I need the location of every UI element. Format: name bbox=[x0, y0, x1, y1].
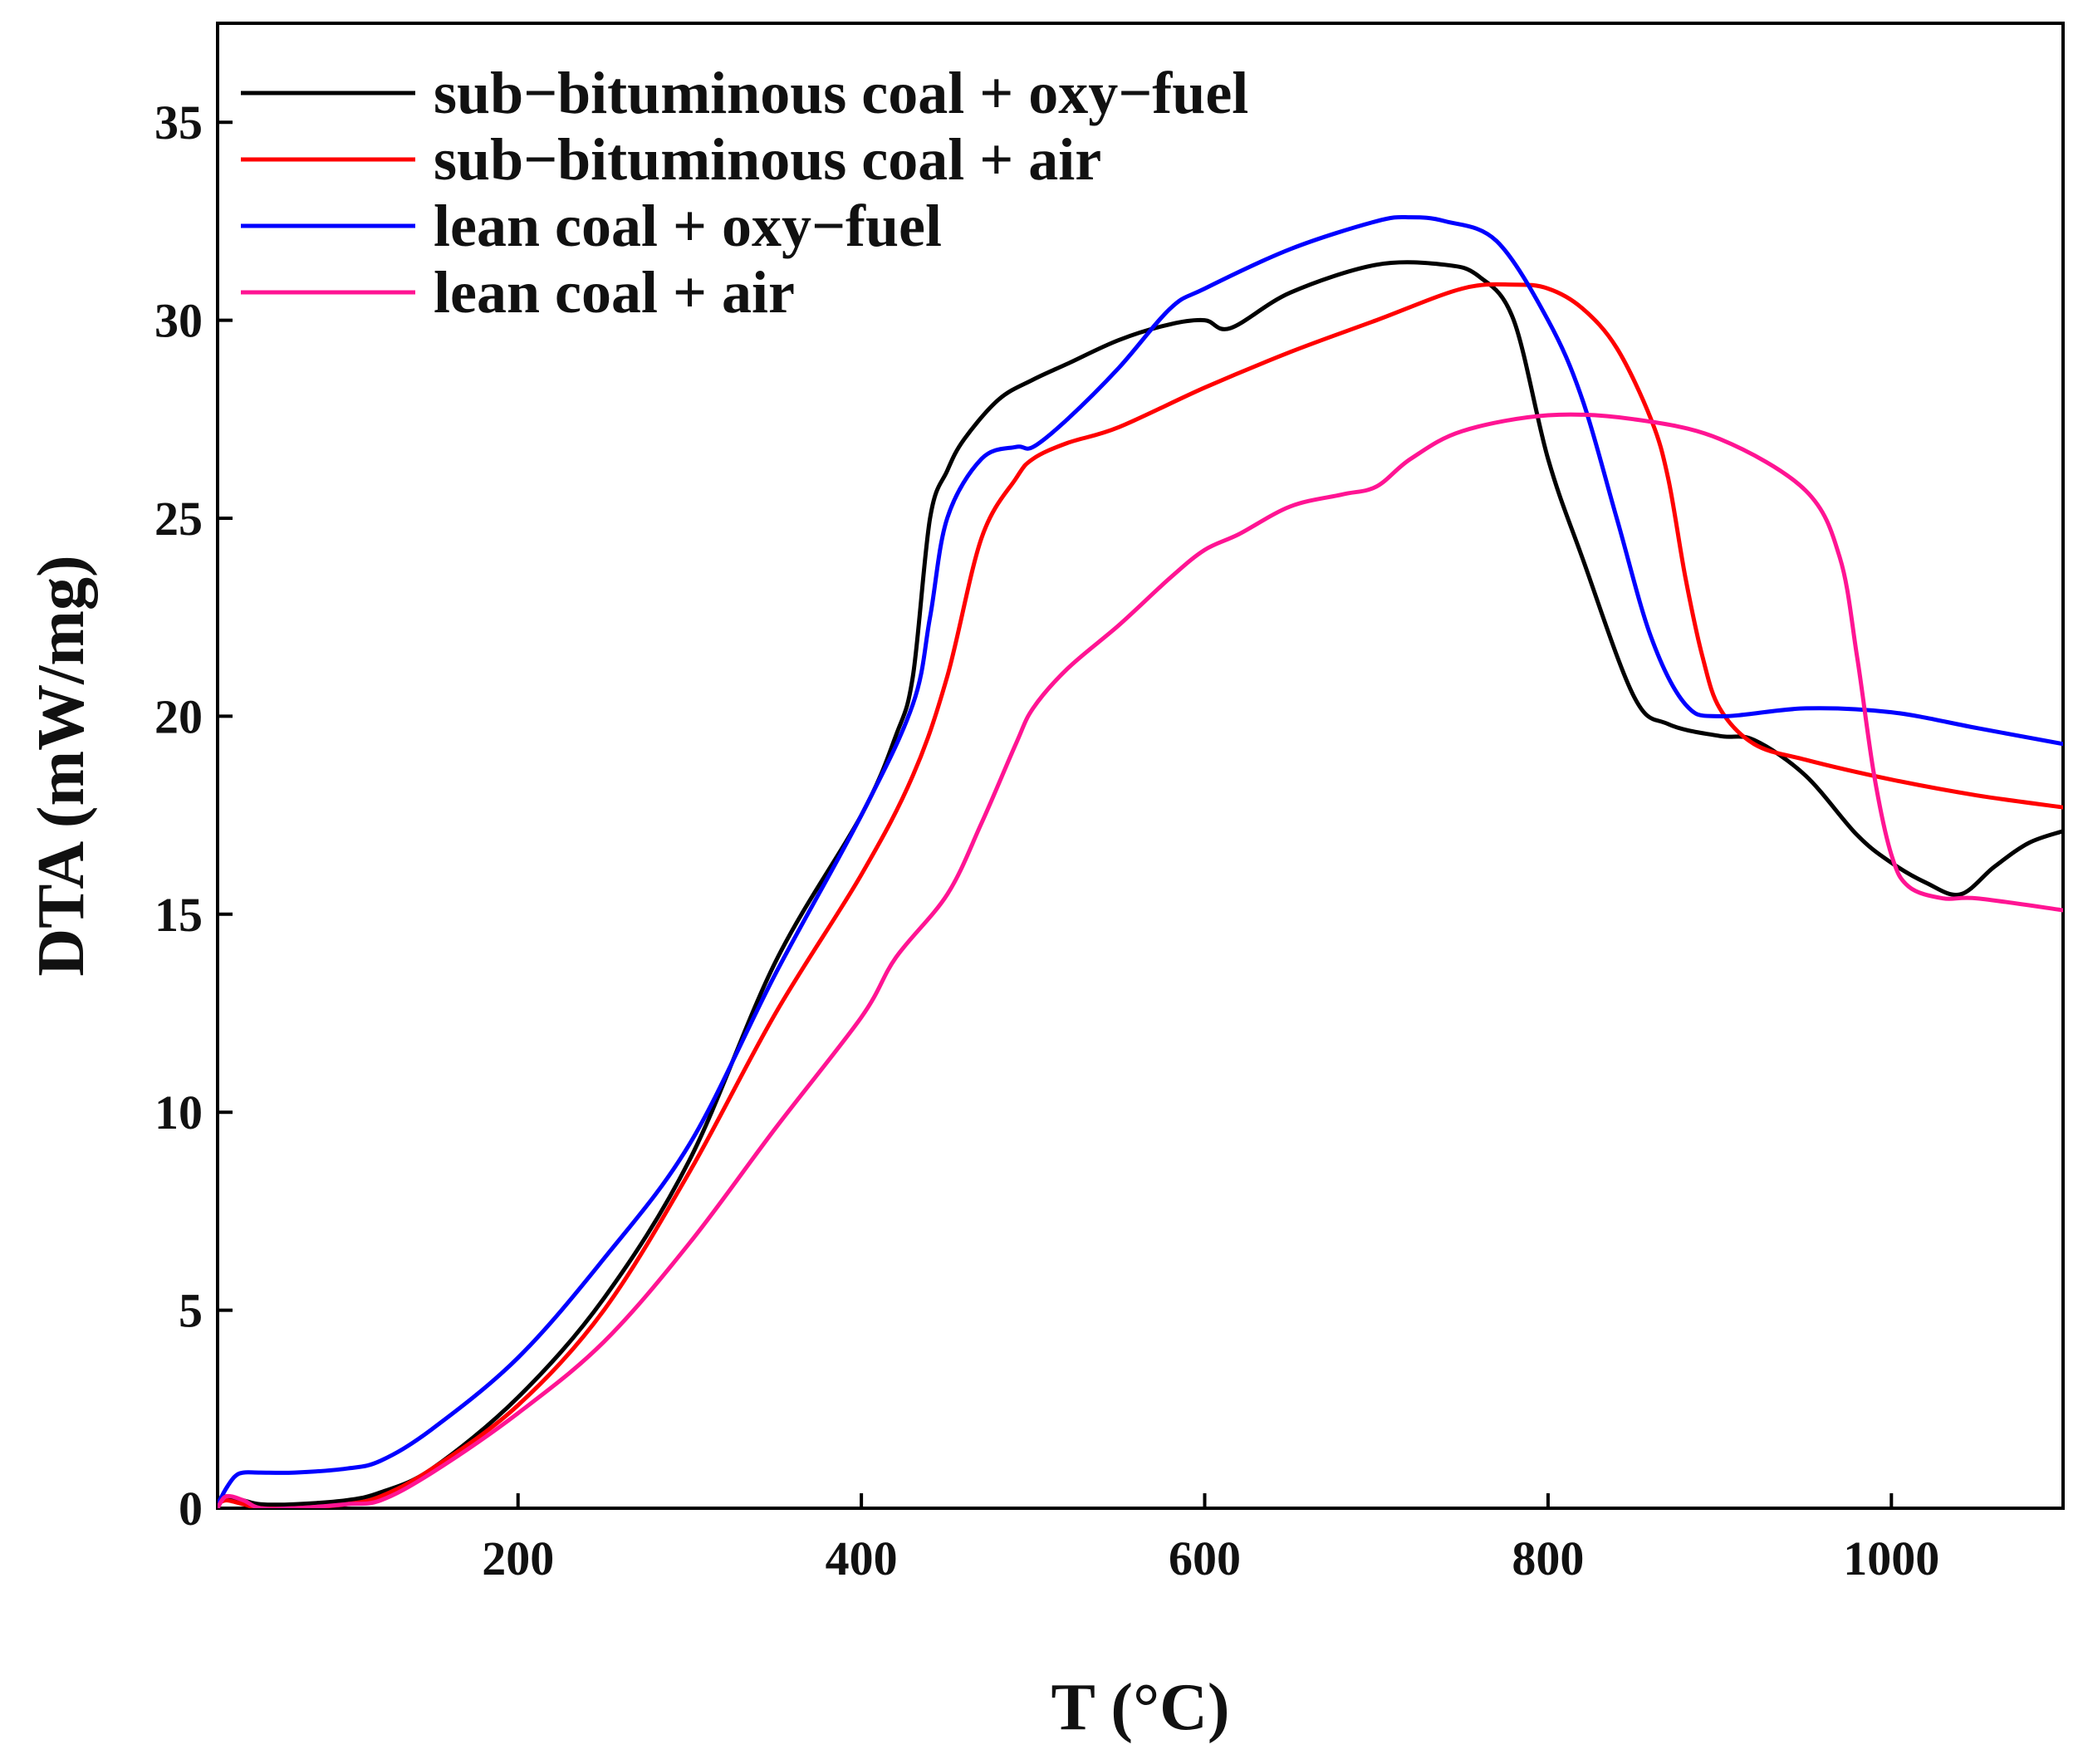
y-tick-label: 30 bbox=[154, 294, 203, 348]
legend-item-subbituminous-oxyfuel: sub−bituminous coal + oxy−fuel bbox=[241, 60, 1248, 126]
series-line-subbituminous-air bbox=[218, 282, 2063, 1508]
legend-label: lean coal + air bbox=[434, 259, 795, 326]
y-axis-ticks: 0 5 10 15 20 25 30 35 bbox=[154, 96, 233, 1536]
y-tick-label: 10 bbox=[154, 1085, 203, 1139]
x-tick-label: 600 bbox=[1169, 1531, 1241, 1585]
y-tick-label: 25 bbox=[154, 492, 203, 546]
x-tick-label: 800 bbox=[1512, 1531, 1584, 1585]
series-line-subbituminous-oxyfuel bbox=[218, 260, 2063, 1507]
legend-item-lean-oxyfuel: lean coal + oxy−fuel bbox=[241, 193, 942, 259]
legend-label: sub−bituminous coal + air bbox=[434, 126, 1101, 193]
series-layer bbox=[218, 214, 2063, 1508]
y-tick-label: 0 bbox=[179, 1482, 203, 1536]
legend-item-subbituminous-air: sub−bituminous coal + air bbox=[241, 126, 1101, 193]
x-tick-label: 200 bbox=[482, 1531, 554, 1585]
x-tick-label: 400 bbox=[826, 1531, 898, 1585]
x-tick-label: 1000 bbox=[1843, 1531, 1939, 1585]
series-line-lean-oxyfuel bbox=[218, 214, 2063, 1507]
y-tick-label: 15 bbox=[154, 888, 203, 942]
y-tick-label: 5 bbox=[179, 1284, 203, 1338]
x-axis-title: T (°C) bbox=[1051, 1671, 1230, 1744]
legend-item-lean-air: lean coal + air bbox=[241, 259, 795, 326]
legend-label: sub−bituminous coal + oxy−fuel bbox=[434, 60, 1248, 126]
legend-label: lean coal + oxy−fuel bbox=[434, 193, 942, 259]
plot-frame bbox=[216, 22, 2065, 1510]
series-line-lean-air bbox=[218, 412, 2063, 1508]
y-tick-label: 20 bbox=[154, 689, 203, 743]
y-tick-label: 35 bbox=[154, 96, 203, 149]
x-axis-ticks: 200 400 600 800 1000 bbox=[482, 1493, 1939, 1585]
legend: sub−bituminous coal + oxy−fuelsub−bitumi… bbox=[241, 60, 1248, 326]
y-axis-title: DTA (mW/mg) bbox=[25, 555, 98, 976]
